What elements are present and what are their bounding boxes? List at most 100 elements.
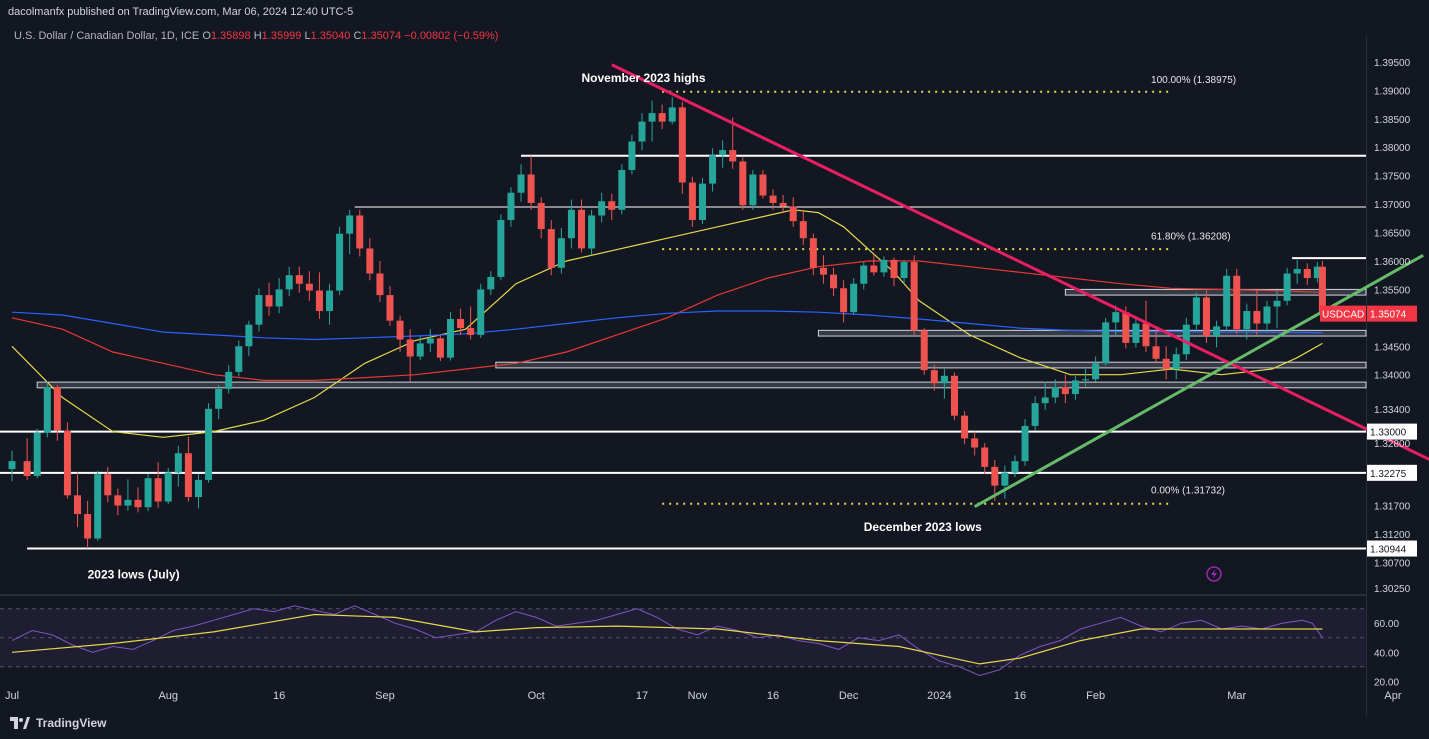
time-tick-label: 16 — [767, 690, 779, 702]
candle-body — [668, 107, 676, 122]
time-tick-label: 17 — [636, 690, 648, 702]
candle-body — [678, 107, 686, 183]
candle-body — [33, 432, 41, 476]
candle-body — [940, 375, 948, 384]
high-value: 1.35999 — [261, 30, 302, 42]
candle-body — [1202, 297, 1210, 337]
candle-body — [356, 215, 364, 249]
tradingview-logo-icon — [10, 717, 30, 729]
candle-body — [1273, 300, 1281, 307]
candle-body — [295, 275, 303, 284]
price-tick-label: 1.37500 — [1374, 172, 1411, 183]
candle-body — [1263, 306, 1271, 324]
time-tick-label: Dec — [839, 690, 859, 702]
symbol-tag-label: USDCAD — [1322, 310, 1364, 321]
annotation-4: 61.80% (1.36208) — [1151, 231, 1231, 242]
candle-body — [346, 215, 354, 234]
candle-body — [184, 453, 192, 497]
price-tick-label: 1.34500 — [1374, 342, 1411, 353]
last-price-tag-bg — [1367, 305, 1417, 322]
candle-body — [698, 183, 706, 221]
candles-group — [8, 97, 1326, 549]
candle-body — [1112, 312, 1120, 323]
candle-body — [567, 209, 575, 239]
candle-body — [1192, 297, 1200, 325]
candle-body — [850, 283, 858, 313]
close-label: C — [353, 30, 362, 42]
candle-body — [840, 288, 848, 313]
annotation-5: 0.00% (1.31732) — [1151, 486, 1225, 497]
candle-body — [477, 289, 485, 335]
open-value: 1.35898 — [210, 30, 251, 42]
candle-body — [809, 238, 817, 268]
candle-body — [870, 265, 878, 273]
price-tick-label: 1.36000 — [1374, 257, 1411, 268]
candle-body — [1243, 311, 1251, 330]
rsi-ma-line — [11, 613, 1323, 665]
candle-body — [658, 113, 666, 122]
candle-body — [759, 174, 767, 196]
annotation-2: 2023 lows (July) — [88, 567, 180, 581]
last-price-tag-label: 1.35074 — [1370, 310, 1407, 321]
candle-body — [134, 499, 142, 508]
candle-body — [215, 388, 223, 409]
candle-body — [628, 141, 636, 170]
candle-body — [245, 324, 253, 347]
candle-body — [789, 206, 797, 222]
rsi-line — [11, 605, 1323, 677]
candle-body — [950, 375, 958, 416]
candle-body — [557, 238, 565, 268]
candle-body — [1313, 266, 1321, 279]
candle-body — [981, 447, 989, 467]
candle-body — [971, 438, 979, 448]
candle-body — [648, 113, 656, 122]
price-level-tag-label: 1.32275 — [1370, 469, 1407, 480]
candle-body — [426, 338, 434, 344]
candle-body — [1021, 425, 1029, 462]
open-label: O — [202, 30, 211, 42]
candle-body — [74, 495, 82, 515]
candle-body — [1223, 275, 1231, 327]
candle-body — [819, 267, 827, 275]
candle-body — [164, 472, 172, 502]
candle-body — [920, 330, 928, 371]
support-zone-3 — [36, 381, 1367, 389]
candle-body — [1041, 397, 1049, 404]
candle-body — [1253, 311, 1261, 324]
price-tick-label: 1.36500 — [1374, 229, 1411, 240]
price-level-tag-label: 1.33000 — [1370, 428, 1407, 439]
candle-body — [1293, 268, 1301, 274]
candle-body — [1061, 387, 1069, 395]
change-value: −0.00802 (−0.59%) — [404, 30, 499, 42]
time-tick-label: 2024 — [927, 690, 951, 702]
price-tick-label: 1.38000 — [1374, 143, 1411, 154]
price-tick-label: 1.32800 — [1374, 439, 1411, 450]
symbol-title: U.S. Dollar / Canadian Dollar, 1D, ICE — [14, 30, 200, 42]
candle-body — [84, 514, 92, 539]
candle-body — [497, 220, 505, 277]
candle-body — [336, 233, 344, 291]
candle-body — [507, 192, 515, 221]
resistance-trendline — [611, 63, 1429, 461]
candle-body — [205, 408, 213, 480]
candle-body — [880, 259, 888, 273]
candle-body — [1233, 275, 1241, 330]
candle-body — [608, 201, 616, 210]
candle-body — [1031, 403, 1039, 426]
time-tick-label: Apr — [1384, 690, 1401, 702]
candle-body — [890, 259, 898, 279]
rsi-tick-label: 20.00 — [1374, 677, 1399, 688]
time-tick-label: Feb — [1086, 690, 1105, 702]
candle-body — [1011, 461, 1019, 473]
price-level-tag-bg-1 — [1367, 464, 1417, 481]
lightning-icon-bolt — [1211, 569, 1217, 579]
annotation-1: December 2023 lows — [864, 520, 982, 534]
footer-brand: TradingView — [36, 716, 107, 730]
low-value: 1.35040 — [310, 30, 351, 42]
candle-body — [1283, 273, 1291, 301]
candle-body — [1303, 268, 1311, 279]
candle-body — [638, 121, 646, 142]
candle-body — [43, 387, 51, 433]
price-axis-border — [1366, 36, 1367, 716]
